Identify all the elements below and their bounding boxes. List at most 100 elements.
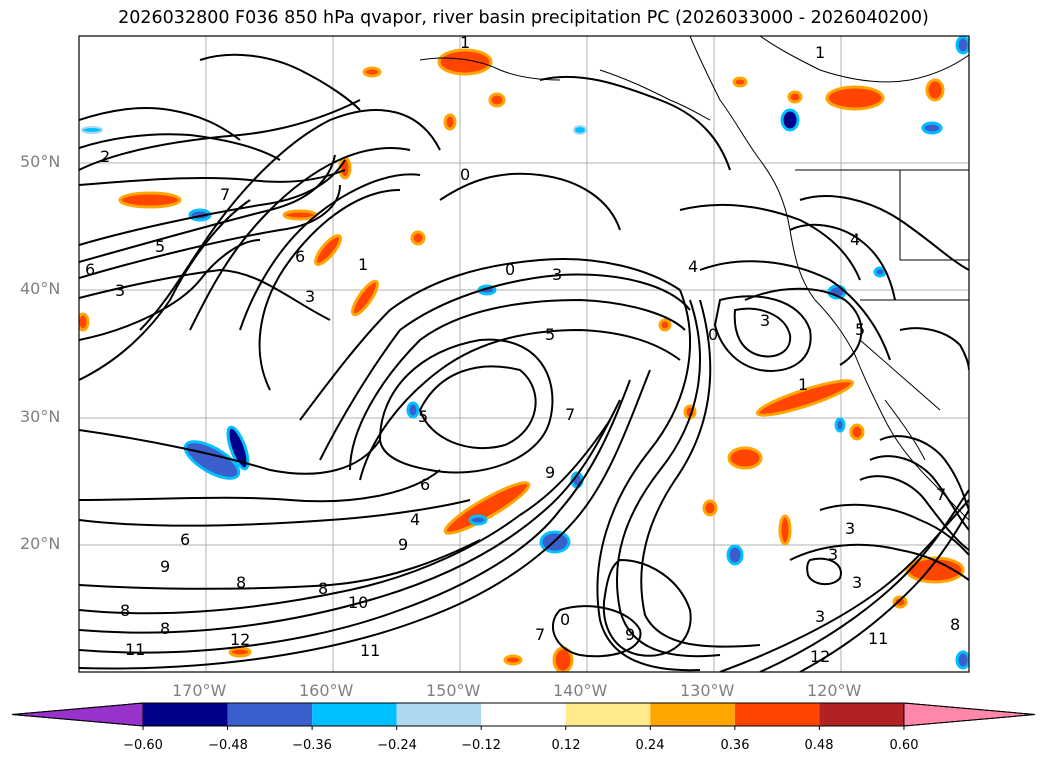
positive-anomaly <box>778 514 792 546</box>
contour-label: 10 <box>348 593 368 612</box>
positive-anomaly <box>362 66 382 78</box>
contour-label: 3 <box>815 607 825 626</box>
contour-label: 2 <box>100 147 110 166</box>
contour-label: 9 <box>160 557 170 576</box>
contour-label: 9 <box>545 463 555 482</box>
colorbar-tick-label: −0.24 <box>377 738 417 753</box>
colorbar-tick-label: 0.24 <box>635 738 665 753</box>
positive-anomaly <box>825 85 885 111</box>
colorbar-tick-label: 0.60 <box>889 738 919 753</box>
positive-anomaly <box>925 78 945 102</box>
lat-label: 20°N <box>20 534 61 553</box>
colorbar-tick-label: −0.48 <box>208 738 248 753</box>
positive-anomaly <box>702 499 718 517</box>
colorbar-bin <box>312 703 397 726</box>
negative-anomaly <box>226 425 250 471</box>
positive-anomaly <box>755 379 855 417</box>
positive-anomaly <box>727 446 763 470</box>
contour-label: 7 <box>936 485 946 504</box>
map-frame <box>78 35 970 673</box>
contour-label: 12 <box>810 647 830 666</box>
negative-anomaly <box>81 126 103 134</box>
lon-label: 120°W <box>807 681 862 700</box>
contour-label: 3 <box>115 281 125 300</box>
contour-label: 8 <box>120 601 130 620</box>
contour-label: 4 <box>410 510 420 529</box>
negative-anomaly <box>573 125 587 135</box>
contour-label: 5 <box>418 407 428 426</box>
contour-label: 4 <box>688 257 698 276</box>
positive-anomaly <box>787 90 803 104</box>
colorbar-tick-label: −0.12 <box>461 738 501 753</box>
contour-label: 1 <box>815 43 825 62</box>
contour-label: 5 <box>855 320 865 339</box>
positive-anomaly <box>437 48 493 76</box>
lon-label: 140°W <box>553 681 608 700</box>
positive-anomaly <box>228 646 252 658</box>
contour-label: 0 <box>460 165 470 184</box>
colorbar-tick-label: −0.36 <box>292 738 332 753</box>
colorbar-bin <box>565 703 651 726</box>
contour-label: 3 <box>305 287 315 306</box>
lat-label: 50°N <box>20 152 61 171</box>
lat-label: 40°N <box>20 279 61 298</box>
positive-anomaly <box>118 191 182 209</box>
map-background <box>79 36 969 672</box>
contour-label: 3 <box>845 519 855 538</box>
positive-anomaly <box>351 279 379 317</box>
positive-anomaly <box>314 234 342 266</box>
colorbar-tick-label: 0.48 <box>804 738 834 753</box>
positive-anomaly <box>892 595 908 609</box>
contour-label: 1 <box>460 33 470 52</box>
colorbar-bin <box>396 703 482 726</box>
contour-label: 6 <box>85 260 95 279</box>
lon-label: 160°W <box>299 681 354 700</box>
contour-label: 1 <box>798 375 808 394</box>
contour-label: 7 <box>565 405 575 424</box>
contour-label: 4 <box>850 230 860 249</box>
positive-anomaly <box>658 318 672 332</box>
colorbar-bin <box>227 703 313 726</box>
positive-anomaly <box>282 209 318 221</box>
contour-label: 9 <box>625 625 635 644</box>
contour-label: 9 <box>398 535 408 554</box>
qvapor-contours <box>79 53 969 672</box>
negative-anomaly <box>834 417 846 433</box>
lon-label: 170°W <box>172 681 227 700</box>
colorbar-bin <box>819 703 904 726</box>
lat-label: 30°N <box>20 407 61 426</box>
colorbar-bin <box>650 703 735 726</box>
contour-label: 8 <box>318 579 328 598</box>
positive-anomaly <box>443 481 531 535</box>
contour-label: 11 <box>360 641 380 660</box>
contour-label: 11 <box>125 640 145 659</box>
contour-label: 0 <box>505 260 515 279</box>
positive-anomaly <box>849 423 865 441</box>
contour-label: 6 <box>295 247 305 266</box>
positive-anomaly <box>732 76 748 88</box>
negative-anomaly <box>955 36 969 55</box>
positive-anomaly <box>410 230 426 246</box>
negative-anomaly <box>955 650 969 670</box>
contour-label: 12 <box>230 630 250 649</box>
colorbar <box>11 702 1036 730</box>
colorbar-bin <box>734 703 820 726</box>
contour-label: 5 <box>155 237 165 256</box>
colorbar-bin <box>143 703 228 726</box>
contour-label: 8 <box>236 573 246 592</box>
positive-anomaly <box>503 654 523 666</box>
contour-label: 7 <box>220 185 230 204</box>
negative-anomaly <box>780 108 800 132</box>
negative-anomaly <box>468 514 488 526</box>
colorbar-tick-label: 0.36 <box>720 738 750 753</box>
colorbar-tick-label: 0.12 <box>551 738 581 753</box>
colorbar-extend-min <box>11 702 144 727</box>
positive-anomaly <box>488 92 506 108</box>
contour-label: 11 <box>868 629 888 648</box>
positive-anomaly <box>443 113 457 131</box>
contour-label: 3 <box>852 573 862 592</box>
contour-label: 7 <box>535 625 545 644</box>
contour-label: 0 <box>560 610 570 629</box>
colorbar-extend-max <box>903 702 1036 727</box>
contour-label: 8 <box>160 619 170 638</box>
